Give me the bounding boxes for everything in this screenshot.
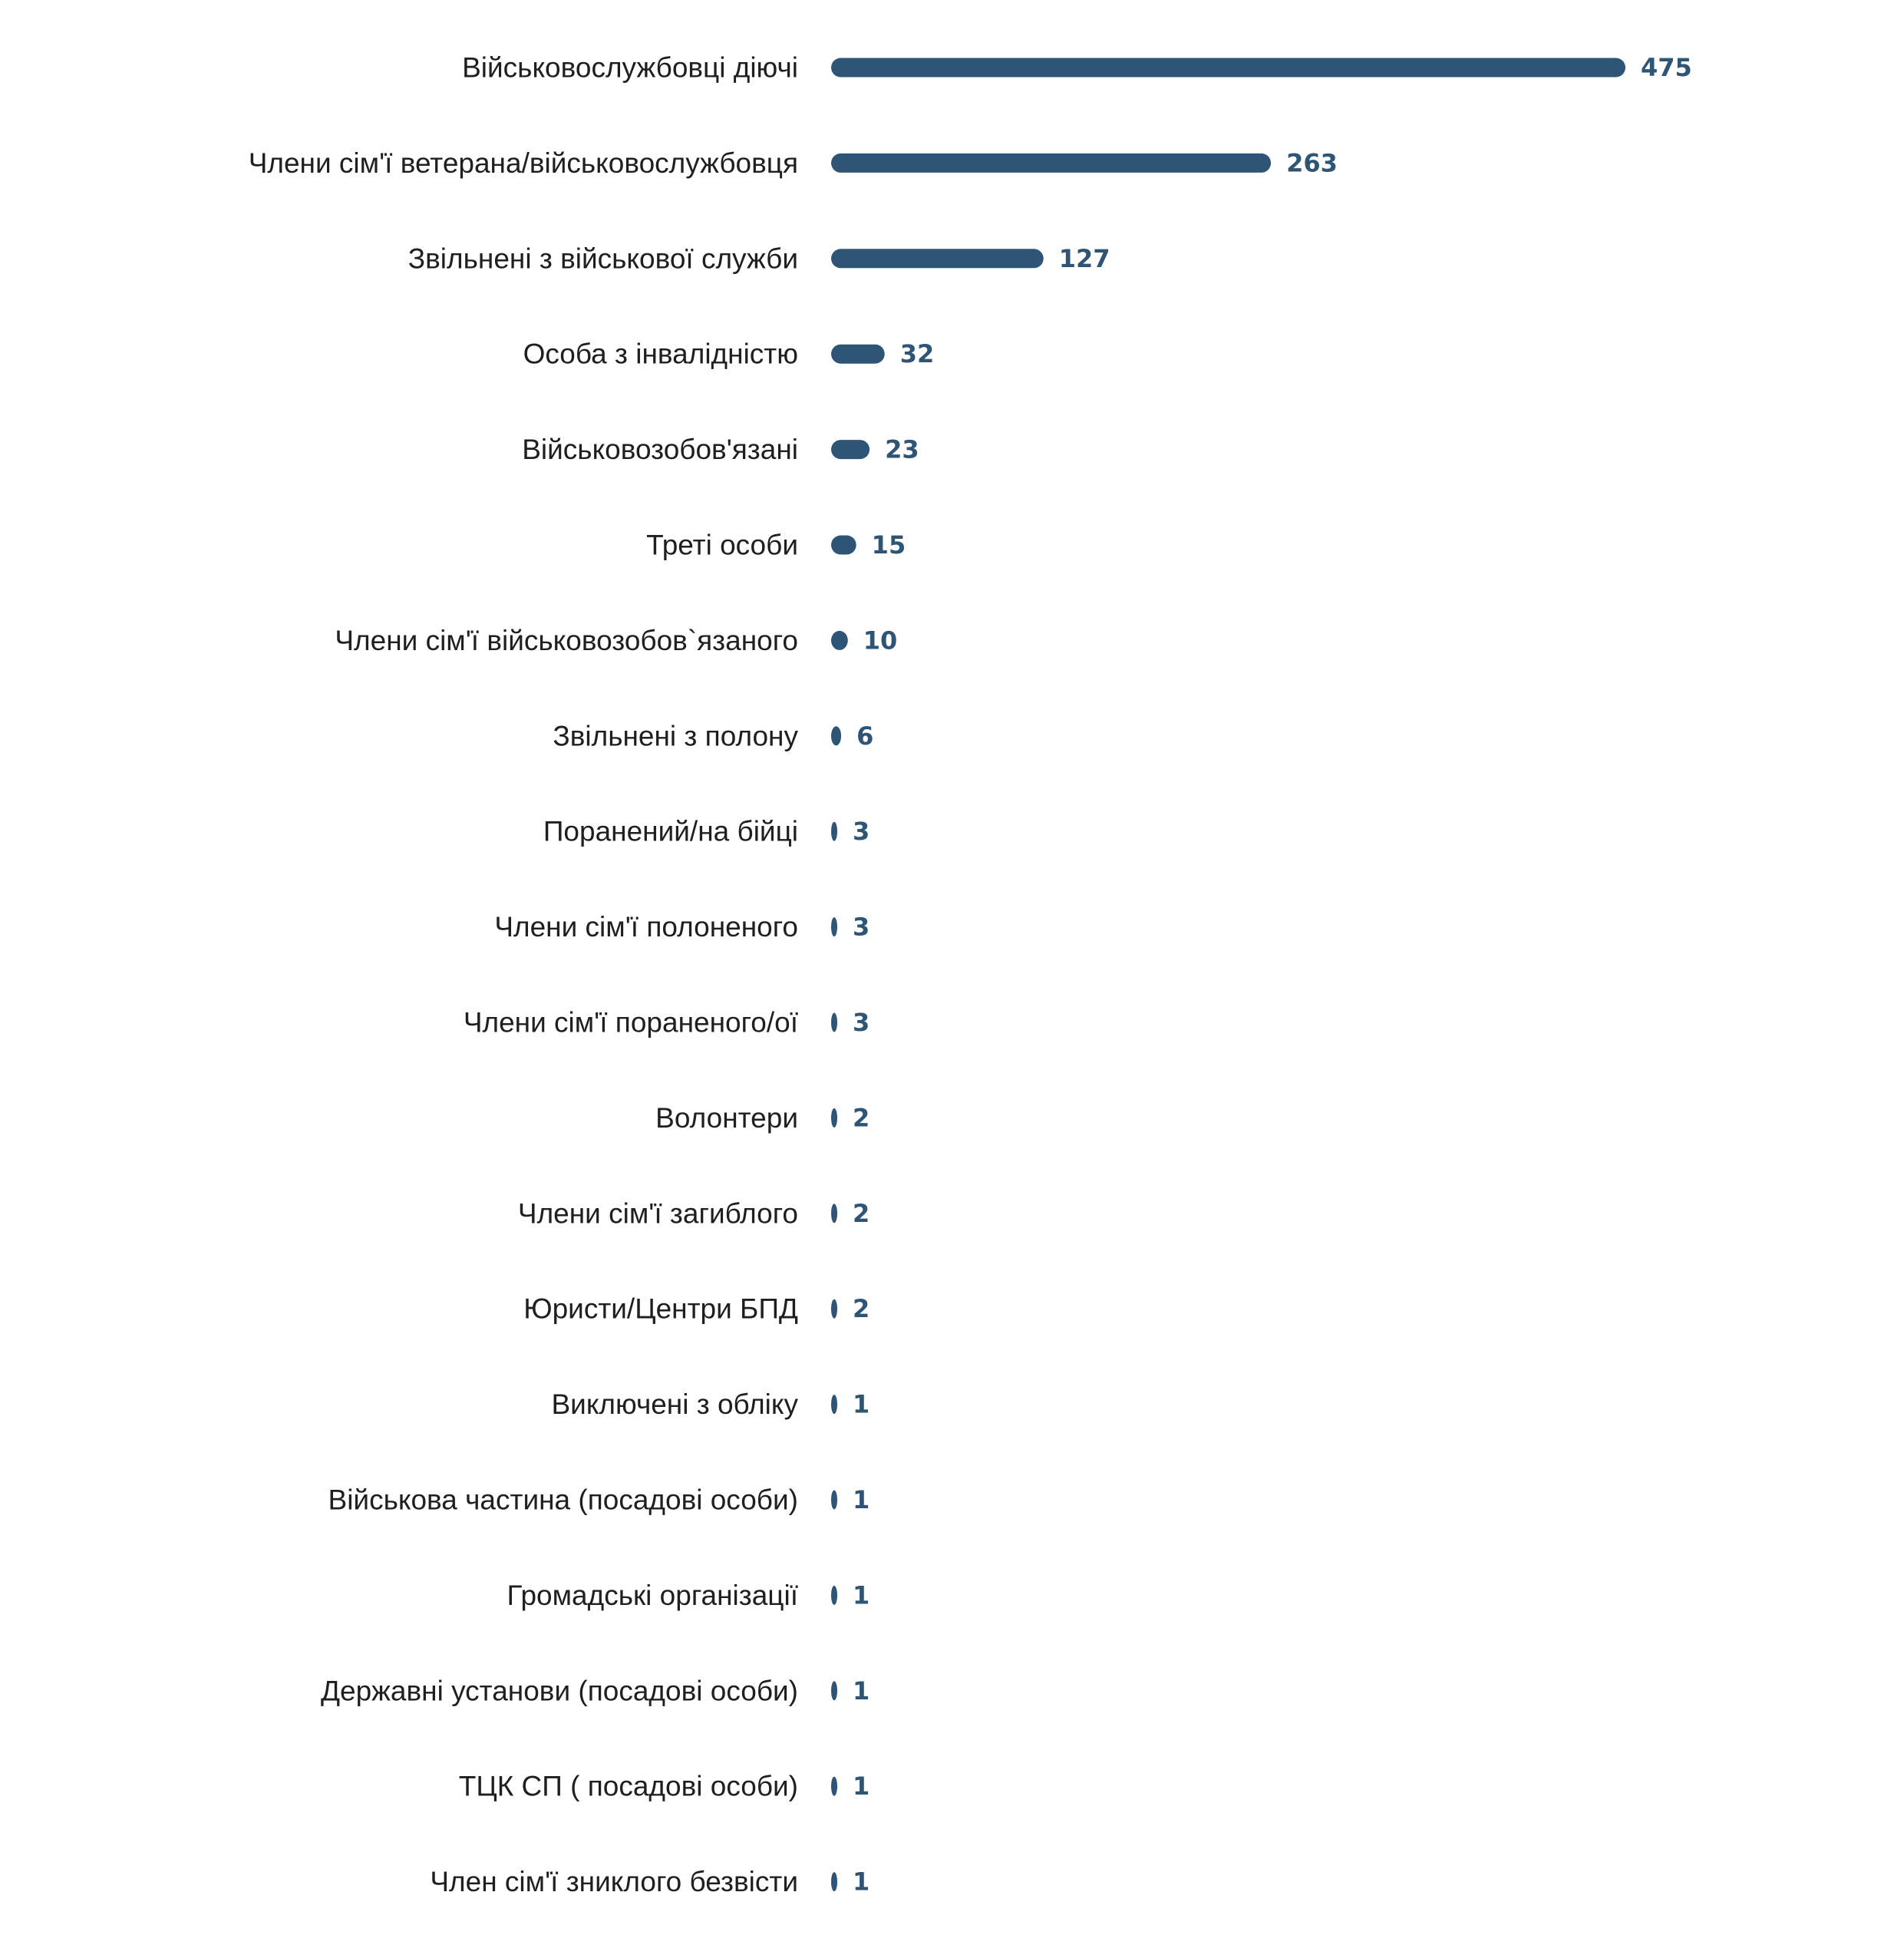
value-label: 6 — [856, 721, 873, 751]
category-label: Військовослужбовці діючі — [462, 52, 798, 84]
bar — [831, 1681, 837, 1701]
bar — [831, 1776, 837, 1796]
bar — [831, 1490, 837, 1510]
value-label: 1 — [853, 1390, 870, 1419]
category-label: Особа з інвалідністю — [523, 338, 798, 370]
value-label: 1 — [853, 1772, 870, 1801]
bar — [831, 1299, 837, 1319]
bar — [831, 535, 856, 555]
category-label: Державні установи (посадові особи) — [321, 1675, 798, 1706]
category-label: Члени сім'ї військовозобов`язаного — [335, 625, 798, 656]
bar — [831, 1872, 837, 1892]
value-label: 10 — [863, 626, 898, 655]
bar — [831, 630, 848, 650]
bar — [831, 917, 837, 937]
value-label: 127 — [1059, 244, 1110, 273]
bar — [831, 344, 885, 364]
value-label: 15 — [872, 530, 906, 560]
value-label: 1 — [853, 1485, 870, 1514]
value-label: 3 — [853, 1008, 870, 1037]
category-label: Члени сім'ї загиблого — [518, 1197, 798, 1229]
category-label: Військовозобов'язані — [522, 434, 798, 465]
value-label: 1 — [853, 1867, 870, 1897]
category-label: Виключені з обліку — [551, 1389, 798, 1420]
value-label: 32 — [900, 339, 935, 368]
bar — [831, 726, 842, 746]
category-labels: Військовослужбовці діючі Члени сім'ї вете… — [249, 52, 799, 1898]
bar — [831, 58, 1625, 78]
bar — [831, 1585, 837, 1605]
bar — [831, 1012, 837, 1032]
category-label: Волонтери — [655, 1102, 798, 1134]
category-label: Звільнені з військової служби — [408, 243, 798, 274]
bar — [831, 153, 1272, 173]
value-label: 2 — [853, 1199, 870, 1228]
category-label: ТЦК СП ( посадові особи) — [459, 1771, 798, 1802]
bar — [831, 1395, 837, 1415]
value-label: 1 — [853, 1676, 870, 1706]
bar — [831, 1204, 837, 1223]
category-label: Поранений/на бійці — [543, 816, 798, 847]
category-label: Член сім'ї зниклого безвісти — [430, 1866, 798, 1897]
category-label: Військова частина (посадові особи) — [328, 1484, 798, 1516]
bar — [831, 440, 870, 460]
value-label: 2 — [853, 1294, 870, 1323]
bar — [831, 1108, 837, 1128]
value-label: 3 — [853, 817, 870, 846]
category-label: Юристи/Центри БПД — [523, 1293, 798, 1325]
value-label: 3 — [853, 913, 870, 942]
category-label: Треті особи — [646, 530, 798, 561]
category-label: Члени сім'ї пораненого/ої — [464, 1007, 798, 1038]
bar — [831, 821, 837, 841]
category-label: Звільнені з полону — [553, 720, 798, 751]
value-label: 475 — [1641, 53, 1692, 82]
bar — [831, 249, 1044, 269]
bars — [831, 58, 1625, 1892]
value-label: 1 — [853, 1580, 870, 1610]
value-label: 263 — [1286, 148, 1338, 177]
category-label: Члени сім'ї полоненого — [494, 911, 798, 943]
category-label: Громадські організації — [507, 1580, 799, 1611]
value-label: 23 — [885, 435, 919, 464]
category-label: Члени сім'ї ветерана/військовослужбовця — [249, 147, 798, 179]
value-label: 2 — [853, 1103, 870, 1132]
